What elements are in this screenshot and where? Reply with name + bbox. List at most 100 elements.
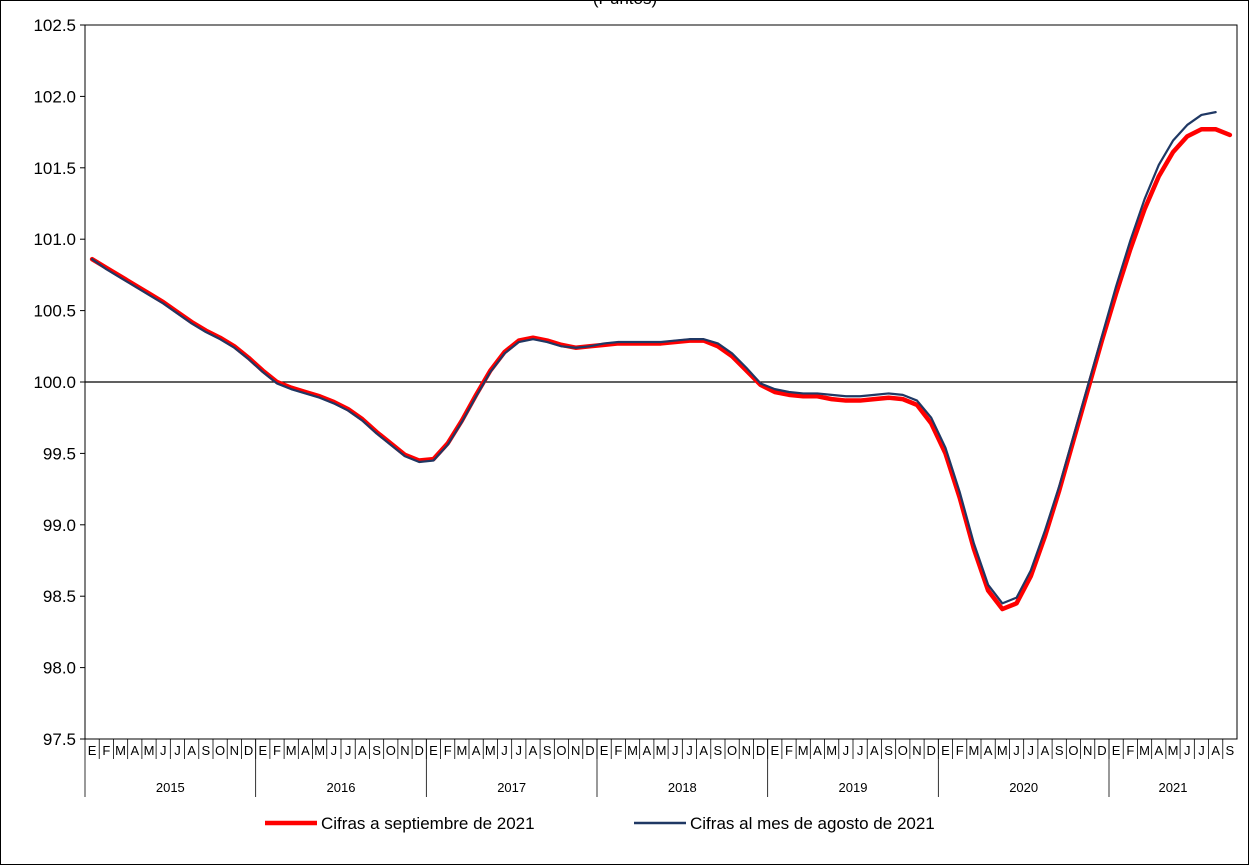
x-month-label: D xyxy=(1097,743,1106,758)
x-month-label: S xyxy=(884,743,893,758)
x-year-label: 2018 xyxy=(668,780,697,795)
x-month-label: D xyxy=(244,743,253,758)
y-tick-label: 99.0 xyxy=(43,516,76,535)
x-month-label: E xyxy=(600,743,609,758)
x-month-label: N xyxy=(400,743,409,758)
x-month-label: S xyxy=(372,743,381,758)
x-month-label: M xyxy=(968,743,979,758)
x-month-label: O xyxy=(1068,743,1078,758)
x-month-label: D xyxy=(415,743,424,758)
x-month-label: F xyxy=(273,743,281,758)
x-month-label: F xyxy=(614,743,622,758)
x-month-label: E xyxy=(1112,743,1121,758)
y-tick-label: 102.0 xyxy=(33,87,76,106)
x-month-label: A xyxy=(1041,743,1050,758)
x-month-label: M xyxy=(286,743,297,758)
x-month-label: J xyxy=(160,743,167,758)
x-year-label: 2021 xyxy=(1159,780,1188,795)
x-month-label: A xyxy=(1154,743,1163,758)
x-month-label: A xyxy=(358,743,367,758)
x-month-label: A xyxy=(1211,743,1220,758)
y-tick-label: 98.0 xyxy=(43,659,76,678)
x-month-label: N xyxy=(1083,743,1092,758)
x-month-label: A xyxy=(187,743,196,758)
y-axis: 97.5 98.0 98.5 99.0 99.5 100.0 100.5 101.0 101.5… xyxy=(33,16,1237,749)
x-month-label: A xyxy=(813,743,822,758)
x-month-label: D xyxy=(756,743,765,758)
x-month-label: O xyxy=(898,743,908,758)
x-month-label: F xyxy=(1126,743,1134,758)
x-month-label: D xyxy=(927,743,936,758)
x-year-label: 2015 xyxy=(156,780,185,795)
series-line-1 xyxy=(89,126,1233,612)
y-tick-label: 100.5 xyxy=(33,302,76,321)
x-month-label: A xyxy=(642,743,651,758)
x-month-label: N xyxy=(230,743,239,758)
x-month-label: A xyxy=(984,743,993,758)
x-month-label: S xyxy=(1226,743,1235,758)
x-month-label: J xyxy=(174,743,181,758)
x-month-label: E xyxy=(258,743,267,758)
x-month-label: N xyxy=(571,743,580,758)
x-month-label: M xyxy=(115,743,126,758)
y-tick-label: 102.5 xyxy=(33,16,76,35)
x-month-label: F xyxy=(956,743,964,758)
x-year-label: 2019 xyxy=(839,780,868,795)
x-month-label: M xyxy=(798,743,809,758)
x-month-label: A xyxy=(301,743,310,758)
y-tick-label: 100.0 xyxy=(33,373,76,392)
x-month-label: N xyxy=(742,743,751,758)
series-layer xyxy=(89,111,1233,612)
x-month-label: N xyxy=(912,743,921,758)
x-month-label: M xyxy=(997,743,1008,758)
x-month-label: M xyxy=(1168,743,1179,758)
x-month-label: J xyxy=(1184,743,1191,758)
x-month-label: S xyxy=(1055,743,1064,758)
y-tick-label: 101.0 xyxy=(33,230,76,249)
y-tick-label: 97.5 xyxy=(43,730,76,749)
x-month-label: E xyxy=(429,743,438,758)
x-month-label: O xyxy=(727,743,737,758)
x-year-label: 2017 xyxy=(497,780,526,795)
x-month-label: E xyxy=(770,743,779,758)
x-month-label: M xyxy=(456,743,467,758)
legend-label: Cifras a septiembre de 2021 xyxy=(321,814,535,833)
x-month-label: S xyxy=(202,743,211,758)
x-month-label: J xyxy=(501,743,508,758)
x-month-label: M xyxy=(485,743,496,758)
series-line-2 xyxy=(91,111,1217,605)
x-month-label: M xyxy=(1139,743,1150,758)
x-month-label: J xyxy=(345,743,352,758)
x-month-label: F xyxy=(785,743,793,758)
x-month-label: M xyxy=(314,743,325,758)
x-month-label: J xyxy=(672,743,679,758)
chart-title: (Puntos) xyxy=(593,0,657,8)
x-month-label: J xyxy=(516,743,523,758)
legend: Cifras a septiembre de 2021 Cifras al mes… xyxy=(265,814,935,833)
x-month-label: A xyxy=(699,743,708,758)
x-month-label: J xyxy=(857,743,864,758)
x-month-label: J xyxy=(843,743,850,758)
x-month-label: E xyxy=(941,743,950,758)
x-month-label: M xyxy=(826,743,837,758)
x-year-label: 2016 xyxy=(327,780,356,795)
x-month-label: J xyxy=(1198,743,1205,758)
x-month-label: J xyxy=(331,743,338,758)
legend-label: Cifras al mes de agosto de 2021 xyxy=(690,814,935,833)
y-tick-label: 101.5 xyxy=(33,159,76,178)
y-tick-label: 99.5 xyxy=(43,444,76,463)
x-month-label: O xyxy=(215,743,225,758)
x-month-label: S xyxy=(543,743,552,758)
x-month-label: M xyxy=(144,743,155,758)
x-month-label: A xyxy=(472,743,481,758)
x-month-label: M xyxy=(627,743,638,758)
x-month-label: A xyxy=(130,743,139,758)
x-month-label: J xyxy=(1028,743,1035,758)
x-month-label: O xyxy=(386,743,396,758)
x-month-label: E xyxy=(88,743,97,758)
x-month-label: A xyxy=(870,743,879,758)
x-month-label: F xyxy=(102,743,110,758)
